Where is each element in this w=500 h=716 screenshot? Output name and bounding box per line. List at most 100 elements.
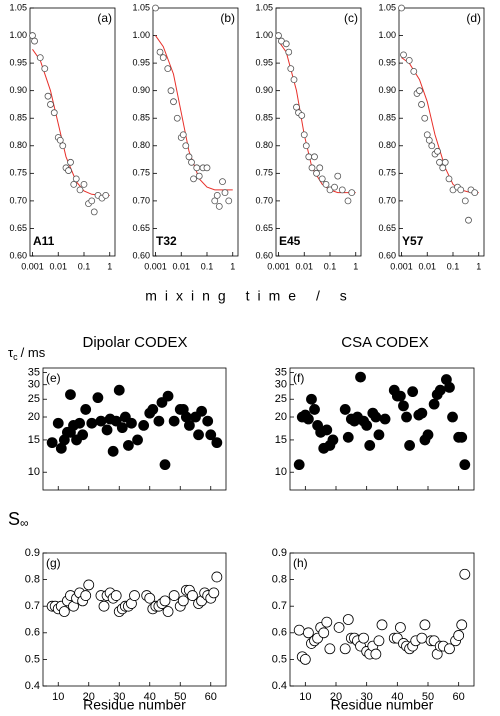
data-point bbox=[290, 76, 298, 84]
data-point bbox=[456, 431, 468, 443]
data-point bbox=[59, 142, 67, 150]
fit-line bbox=[155, 35, 233, 191]
y-label-unit: / ms bbox=[21, 345, 46, 360]
data-point bbox=[138, 419, 150, 431]
panel-label: (a) bbox=[97, 11, 112, 25]
data-point bbox=[196, 405, 208, 417]
y-tick-label: 0.90 bbox=[132, 85, 150, 95]
data-point bbox=[83, 579, 95, 591]
data-point bbox=[86, 417, 98, 429]
data-point bbox=[205, 429, 217, 441]
data-point bbox=[398, 4, 405, 12]
data-point bbox=[293, 103, 300, 111]
data-point bbox=[215, 202, 223, 210]
y-tick-label: 0.7 bbox=[272, 600, 287, 612]
data-point bbox=[439, 164, 447, 172]
x-tick-label: 0.001 bbox=[144, 261, 167, 271]
panel-label: (b) bbox=[220, 11, 235, 25]
data-point bbox=[168, 415, 180, 427]
data-point bbox=[405, 56, 413, 64]
y-tick-label: 0.95 bbox=[378, 57, 396, 67]
y-tick-label: 0.65 bbox=[378, 223, 396, 233]
x-tick-label: 0.1 bbox=[447, 261, 460, 271]
x-tick-label: 10 bbox=[52, 691, 64, 703]
data-point bbox=[441, 158, 449, 166]
x-tick-label: 30 bbox=[113, 691, 125, 703]
data-point bbox=[162, 390, 174, 402]
data-point bbox=[318, 175, 326, 183]
x-tick-label: 1 bbox=[107, 261, 112, 271]
y-axis-label: τc / ms bbox=[8, 345, 46, 362]
data-point bbox=[418, 101, 425, 108]
fit-line bbox=[401, 57, 479, 194]
y-tick-label: 0.60 bbox=[255, 250, 273, 260]
data-point bbox=[202, 415, 214, 427]
data-point bbox=[65, 389, 76, 400]
data-point bbox=[208, 587, 220, 599]
data-point bbox=[459, 459, 471, 471]
data-point bbox=[110, 415, 122, 427]
y-tick-label: 0.85 bbox=[132, 113, 150, 123]
y-tick-label: 0.65 bbox=[255, 223, 273, 233]
data-point bbox=[74, 417, 85, 429]
data-point bbox=[98, 600, 110, 612]
plot-frame bbox=[398, 7, 485, 257]
data-point bbox=[376, 619, 388, 631]
data-point bbox=[298, 112, 306, 119]
y-tick-label: 1.00 bbox=[9, 30, 27, 40]
data-point bbox=[419, 619, 431, 631]
data-point bbox=[126, 417, 137, 429]
y-tick-label: 0.9 bbox=[272, 547, 287, 559]
y-tick-label: 35 bbox=[275, 366, 287, 378]
data-point bbox=[70, 180, 78, 188]
data-point bbox=[31, 37, 38, 45]
data-point bbox=[287, 65, 295, 73]
y-tick-label: 1.00 bbox=[378, 30, 396, 40]
data-point bbox=[132, 434, 143, 446]
y-tick-label: 0.8 bbox=[272, 574, 287, 586]
right-title: CSA CODEX bbox=[341, 334, 429, 351]
data-point bbox=[444, 643, 455, 655]
y-tick-label: 0.60 bbox=[132, 250, 150, 260]
data-point bbox=[293, 459, 305, 471]
y-tick-label: 20 bbox=[28, 411, 40, 423]
plot-frame bbox=[42, 367, 227, 491]
x-tick-label: 0.01 bbox=[49, 261, 67, 271]
y-tick-label: 0.80 bbox=[132, 140, 150, 150]
data-point bbox=[299, 654, 311, 665]
data-point bbox=[168, 590, 180, 601]
data-point bbox=[306, 393, 317, 405]
data-point bbox=[65, 167, 72, 174]
x-tick-label: 60 bbox=[453, 691, 465, 703]
y-tick-label: 0.65 bbox=[9, 223, 27, 233]
y-tick-label: 0.7 bbox=[25, 600, 40, 612]
data-point bbox=[153, 415, 165, 427]
data-point bbox=[321, 616, 333, 628]
x-tick-label: 1 bbox=[353, 261, 358, 271]
y-tick-label: 10 bbox=[275, 466, 287, 478]
data-point bbox=[211, 571, 223, 583]
data-point bbox=[444, 382, 455, 393]
y-axis-label: S∞ bbox=[8, 509, 29, 530]
data-point bbox=[302, 142, 310, 150]
data-point bbox=[113, 384, 125, 396]
plot-frame bbox=[275, 7, 362, 257]
data-point bbox=[44, 92, 52, 100]
y-tick-label: 0.90 bbox=[378, 85, 396, 95]
data-point bbox=[159, 595, 171, 607]
residue-annotation: A11 bbox=[33, 234, 55, 248]
data-point bbox=[88, 197, 96, 205]
data-point bbox=[152, 4, 159, 12]
data-point bbox=[334, 172, 342, 180]
x-tick-label: 0.001 bbox=[267, 261, 290, 271]
mixing-x-label: mixing time / s bbox=[145, 288, 354, 304]
y-tick-label: 0.60 bbox=[378, 250, 396, 260]
data-point bbox=[416, 407, 428, 419]
data-point bbox=[102, 191, 110, 199]
y-tick-label: 0.6 bbox=[272, 627, 287, 639]
data-point bbox=[219, 178, 226, 186]
data-point bbox=[313, 169, 320, 177]
data-point bbox=[364, 440, 376, 451]
data-point bbox=[407, 386, 419, 398]
y-tick-label: 0.85 bbox=[378, 113, 396, 123]
